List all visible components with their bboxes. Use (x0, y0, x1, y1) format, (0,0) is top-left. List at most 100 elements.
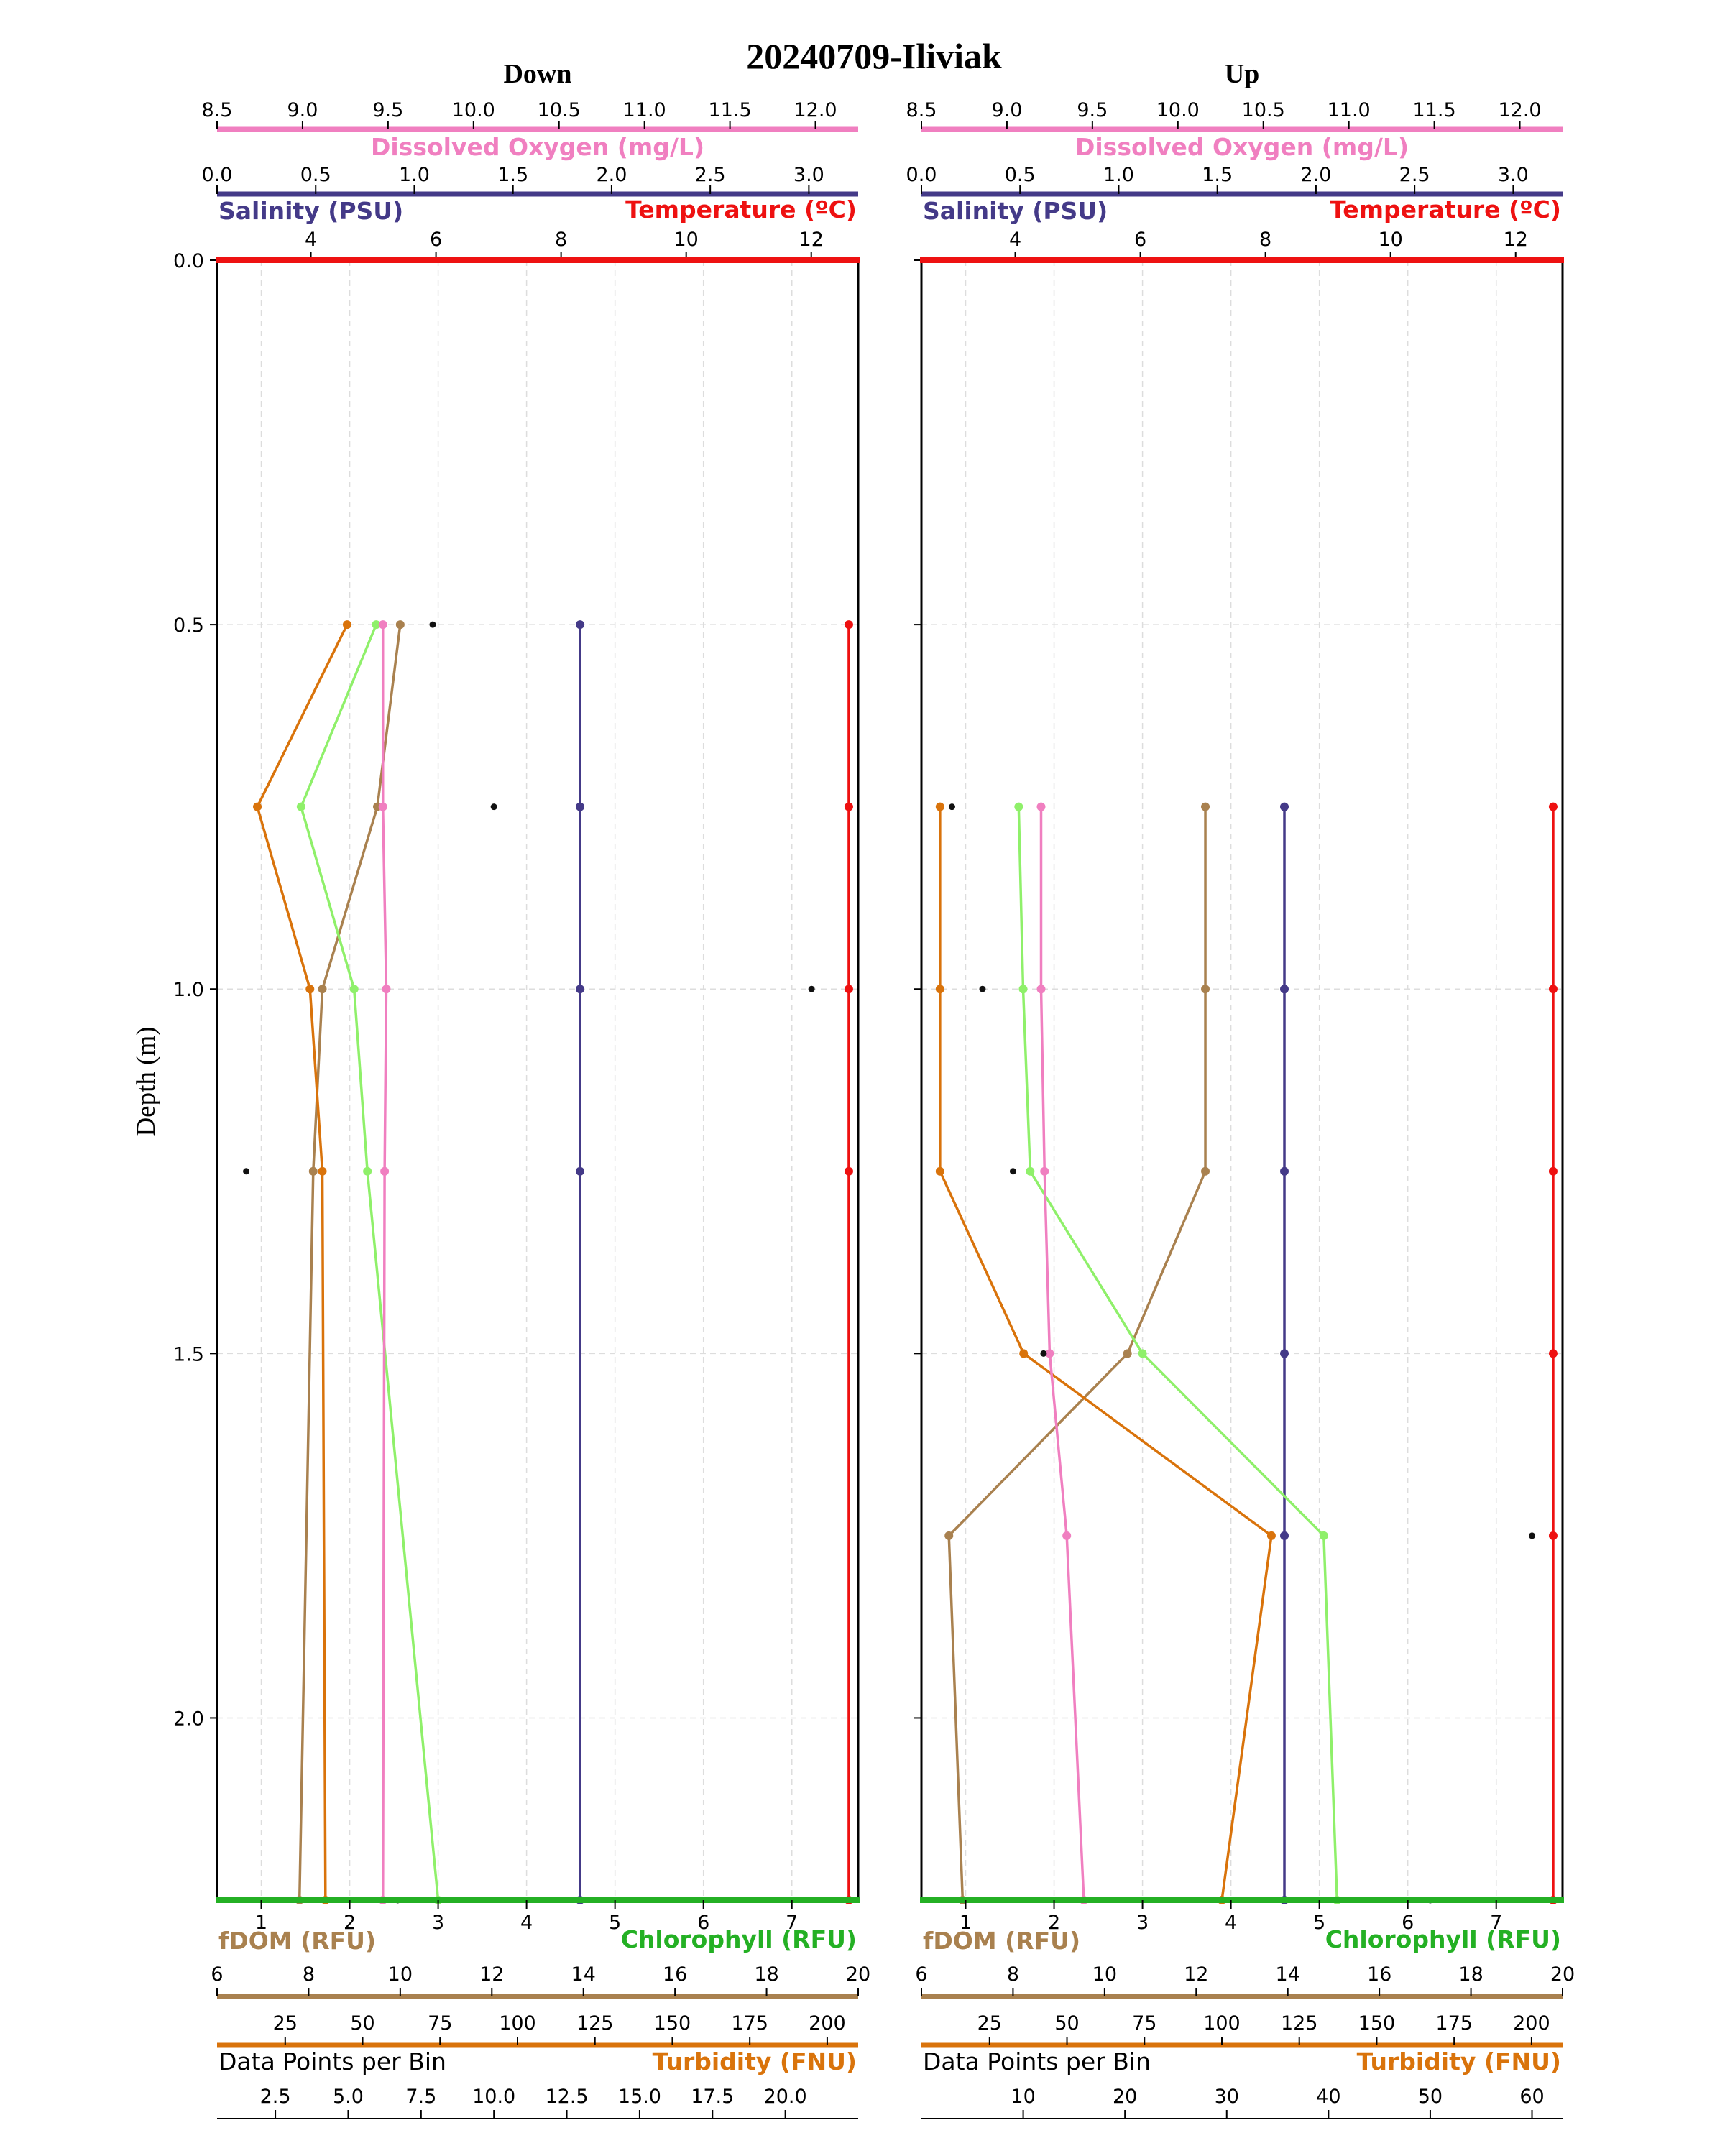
oxygen-tick-label: 11.0 (623, 99, 666, 121)
oxygen-tick-label: 8.5 (906, 99, 937, 121)
temperature-tick-label: 10 (674, 229, 699, 251)
points-axis-label: Data Points per Bin (923, 2047, 1151, 2076)
temperature-point (844, 620, 853, 630)
temperature-tick-label: 8 (1259, 229, 1271, 251)
points-tick-label: 10 (1011, 2086, 1035, 2108)
oxygen-tick-label: 11.5 (709, 99, 752, 121)
oxygen-line (381, 625, 388, 1901)
chlorophyll-point (1018, 985, 1028, 994)
turbidity-tick-label: 50 (350, 2012, 374, 2035)
chlorophyll-tick-label: 3 (432, 1912, 444, 1934)
salinity-series (576, 620, 585, 1904)
panel-title: Up (1225, 59, 1260, 89)
turbidity-tick-label: 200 (809, 2012, 846, 2035)
fdom-point (1201, 1166, 1210, 1176)
temperature-tick-label: 6 (430, 229, 442, 251)
points-tick-label: 2.5 (260, 2086, 291, 2108)
chlorophyll-tick-label: 5 (1313, 1912, 1325, 1934)
temperature-tick-label: 12 (799, 229, 824, 251)
turbidity-point (305, 985, 315, 994)
turbidity-tick-label: 75 (428, 2012, 452, 2035)
fdom-point (944, 1531, 954, 1540)
points-tick-label: 50 (1418, 2086, 1443, 2108)
temperature-tick-label: 10 (1379, 229, 1403, 251)
chlorophyll-tick-label: 2 (1048, 1912, 1060, 1934)
fdom-tick-label: 12 (479, 1963, 504, 1986)
temperature-axis-label: Temperature (ºC) (1330, 195, 1561, 224)
chlorophyll-point (1138, 1349, 1147, 1358)
figure-title: 20240709-Iliviak (746, 36, 1002, 76)
salinity-tick-label: 1.0 (1103, 164, 1134, 186)
y-tick-label: 0.0 (173, 250, 204, 272)
temperature-point (1548, 985, 1558, 994)
turbidity-tick-label: 50 (1054, 2012, 1079, 2035)
oxygen-tick-label: 11.0 (1328, 99, 1371, 121)
turbidity-axis-label: Turbidity (FNU) (653, 2047, 857, 2076)
chlorophyll-series (296, 620, 443, 1904)
grid (217, 259, 858, 1900)
salinity-point (1280, 1166, 1289, 1176)
salinity-tick-label: 1.0 (399, 164, 430, 186)
oxygen-tick-label: 9.0 (287, 99, 318, 121)
salinity-tick-label: 2.5 (1399, 164, 1430, 186)
points-series (243, 621, 815, 1904)
y-tick-label: 0.5 (173, 614, 204, 637)
salinity-tick-label: 1.5 (497, 164, 528, 186)
temperature-axis-label: Temperature (ºC) (625, 195, 857, 224)
salinity-tick-label: 2.5 (695, 164, 726, 186)
turbidity-axis-label: Turbidity (FNU) (1357, 2047, 1561, 2076)
chlorophyll-point (363, 1166, 372, 1176)
chlorophyll-tick-label: 6 (697, 1912, 709, 1934)
temperature-point (844, 1166, 853, 1176)
fdom-tick-label: 16 (1367, 1963, 1392, 1986)
turbidity-point (935, 1166, 944, 1176)
fdom-point (308, 1166, 318, 1176)
turbidity-point (342, 620, 351, 630)
fdom-tick-label: 12 (1184, 1963, 1208, 1986)
chlorophyll-tick-label: 5 (609, 1912, 621, 1934)
oxygen-series (1036, 802, 1088, 1904)
salinity-point (576, 802, 585, 811)
oxygen-point (1045, 1349, 1054, 1358)
grid (921, 259, 1563, 1900)
panel-title: Down (503, 59, 571, 89)
points-tick-label: 20 (1113, 2086, 1137, 2108)
temperature-series (844, 620, 853, 1904)
temperature-tick-label: 4 (305, 229, 317, 251)
chlorophyll-point (349, 985, 359, 994)
chlorophyll-tick-label: 2 (344, 1912, 356, 1934)
temperature-point (844, 802, 853, 811)
salinity-tick-label: 3.0 (794, 164, 824, 186)
points-tick-label: 12.5 (545, 2086, 588, 2108)
salinity-tick-label: 0.5 (1005, 164, 1036, 186)
points-point (808, 985, 815, 992)
oxygen-series (378, 620, 391, 1904)
fdom-axis-label: fDOM (RFU) (923, 1927, 1080, 1955)
chlorophyll-tick-label: 4 (1225, 1912, 1237, 1934)
salinity-point (576, 1166, 585, 1176)
turbidity-point (935, 985, 944, 994)
salinity-tick-label: 0.5 (300, 164, 331, 186)
points-tick-label: 20.0 (764, 2086, 807, 2108)
oxygen-point (378, 802, 387, 811)
oxygen-tick-label: 10.0 (452, 99, 495, 121)
oxygen-point (378, 620, 387, 630)
fdom-tick-label: 6 (211, 1963, 223, 1986)
oxygen-tick-label: 10.0 (1156, 99, 1200, 121)
fdom-tick-label: 16 (663, 1963, 687, 1986)
turbidity-tick-label: 25 (978, 2012, 1002, 2035)
turbidity-tick-label: 25 (273, 2012, 298, 2035)
temperature-point (844, 985, 853, 994)
fdom-tick-label: 10 (1092, 1963, 1117, 1986)
points-point (1040, 1350, 1047, 1357)
turbidity-point (1019, 1349, 1029, 1358)
oxygen-tick-label: 11.5 (1413, 99, 1456, 121)
turbidity-tick-label: 100 (499, 2012, 536, 2035)
oxygen-tick-label: 9.5 (1077, 99, 1108, 121)
oxygen-axis-label: Dissolved Oxygen (mg/L) (371, 133, 704, 161)
chlorophyll-tick-label: 7 (1490, 1912, 1502, 1934)
salinity-point (576, 620, 585, 630)
chlorophyll-tick-label: 4 (520, 1912, 533, 1934)
turbidity-tick-label: 125 (1281, 2012, 1318, 2035)
